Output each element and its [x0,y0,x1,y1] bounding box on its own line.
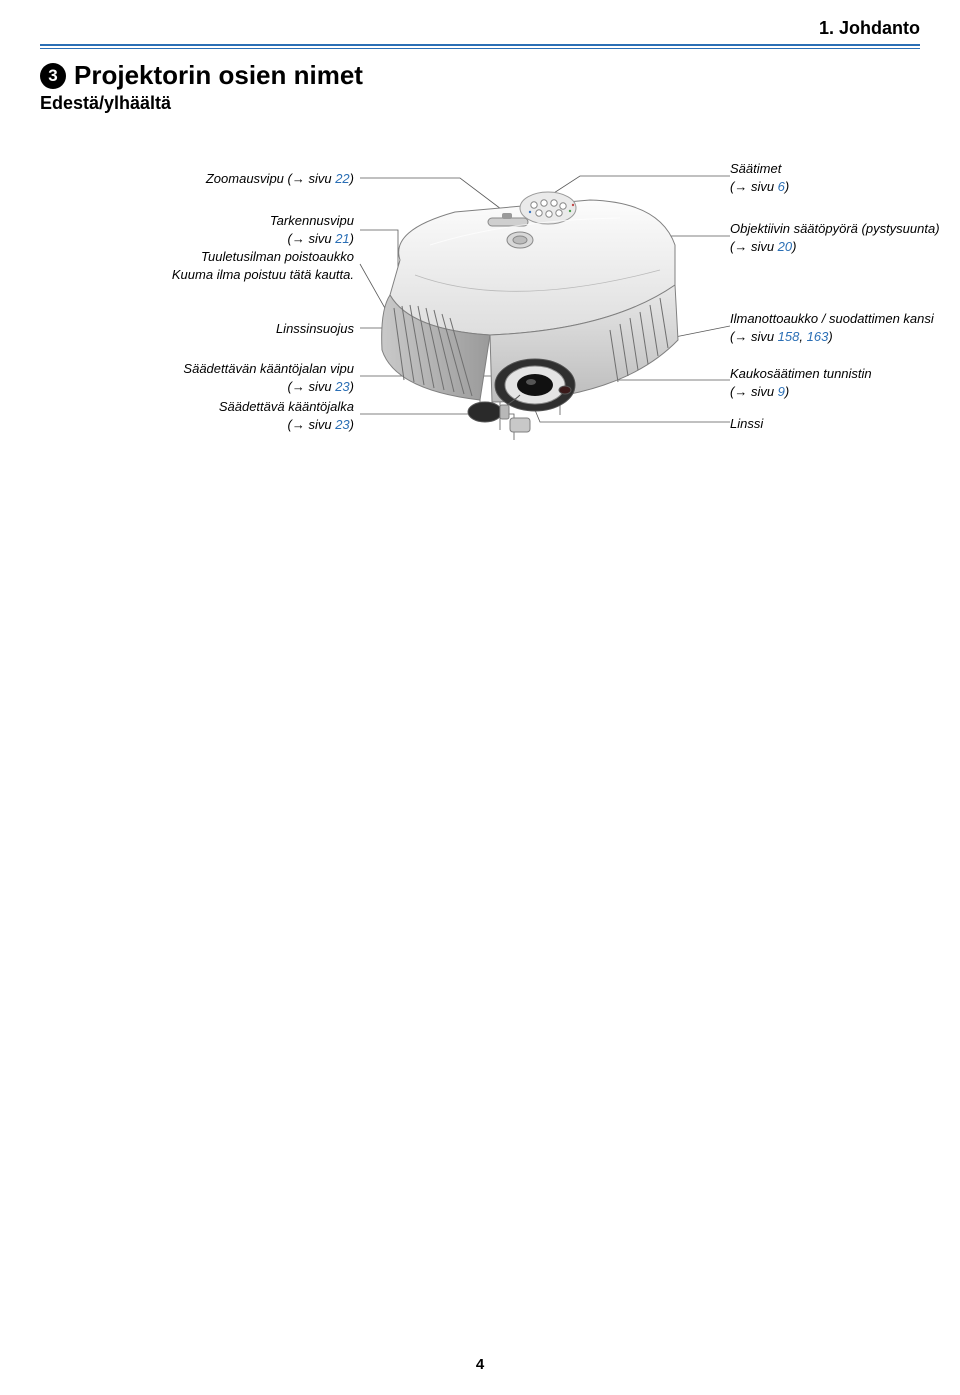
divider-inner [40,48,920,49]
page-number: 4 [0,1356,960,1373]
section-number-icon: 3 [40,63,66,89]
callout-lens-shift-dial: Objektiivin säätöpyörä (pystysuunta)(→ s… [730,220,960,255]
callout-lens-cap: Linssinsuojus [54,320,354,338]
callout-controls: Säätimet(→ sivu 6) [730,160,960,195]
section-subtitle: Edestä/ylhäältä [40,93,171,114]
callout-remote-sensor: Kaukosäätimen tunnistin(→ sivu 9) [730,365,960,400]
callout-focus-lever: Tarkennusvipu(→ sivu 21) [54,212,354,247]
callout-exhaust-vent: Tuuletusilman poistoaukkoKuuma ilma pois… [54,248,354,283]
divider-outer [40,44,920,46]
callout-tilt-foot-lever: Säädettävän kääntöjalan vipu(→ sivu 23) [54,360,354,395]
callout-lens: Linssi [730,415,960,433]
callout-intake-vent: Ilmanottoaukko / suodattimen kansi(→ siv… [730,310,960,345]
chapter-header: 1. Johdanto [819,18,920,39]
callout-zoom-lever: Zoomausvipu (→ sivu 22) [54,170,354,188]
projector-illustration [360,190,700,440]
diagram-area: Zoomausvipu (→ sivu 22) Tarkennusvipu(→ s… [40,140,920,570]
section-title-text: Projektorin osien nimet [74,60,363,91]
section-title: 3 Projektorin osien nimet [40,60,363,91]
callout-tilt-foot: Säädettävä kääntöjalka(→ sivu 23) [54,398,354,433]
